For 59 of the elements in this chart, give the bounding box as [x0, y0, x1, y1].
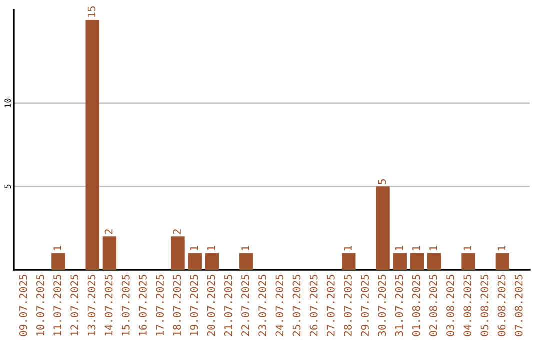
x-tick-label: 18.07.2025: [173, 275, 182, 336]
data-label: 1: [395, 246, 404, 250]
data-label: 15: [88, 6, 96, 18]
x-tick-label: 04.08.2025: [464, 275, 472, 336]
data-label: 1: [498, 246, 506, 250]
x-tick-label: 29.07.2025: [361, 275, 370, 336]
x-tick-label: 31.07.2025: [395, 275, 404, 336]
x-tick-label: 10.07.2025: [36, 275, 44, 336]
data-label: 1: [190, 246, 198, 250]
bar: [462, 253, 476, 270]
x-tick-label: 22.07.2025: [242, 275, 250, 336]
data-label: 1: [54, 246, 62, 250]
data-label: 2: [173, 230, 181, 234]
bar: [393, 253, 407, 270]
data-label: 2: [104, 230, 113, 234]
x-tick-label: 21.07.2025: [224, 275, 232, 336]
bar: [171, 236, 185, 270]
x-tick-label: 12.07.2025: [70, 275, 79, 336]
data-label: 1: [242, 246, 250, 250]
x-tick-label: 13.07.2025: [88, 275, 96, 336]
bar: [496, 253, 510, 270]
bar: [240, 253, 254, 270]
x-tick-label: 24.07.2025: [276, 275, 284, 336]
x-tick-label: 11.07.2025: [54, 275, 62, 336]
bar: [86, 20, 100, 270]
x-tick-label: 23.07.2025: [258, 275, 267, 336]
x-tick-label: 05.08.2025: [480, 275, 489, 336]
x-tick-label: 20.07.2025: [207, 275, 216, 336]
x-tick-label: 03.08.2025: [446, 275, 454, 336]
x-tick-label: 30.07.2025: [378, 275, 386, 336]
data-label: 5: [378, 180, 386, 184]
x-tick-label: 27.07.2025: [326, 275, 335, 336]
data-label: 1: [464, 246, 472, 250]
data-label: 1: [412, 246, 420, 250]
data-label: 1: [430, 246, 438, 250]
data-label: 1: [208, 246, 216, 250]
bar: [188, 253, 202, 270]
x-tick-label: 15.07.2025: [122, 275, 130, 336]
data-label: 1: [344, 246, 352, 250]
x-tick-label: 02.08.2025: [429, 275, 438, 336]
x-tick-label: 14.07.2025: [104, 275, 113, 336]
bar: [102, 236, 117, 270]
x-tick-label: 26.07.2025: [310, 275, 318, 336]
y-tick-label: 10: [4, 98, 11, 108]
x-tick-label: 01.08.2025: [412, 275, 420, 336]
x-tick-label: 07.08.2025: [514, 275, 523, 336]
bar: [205, 253, 220, 270]
x-tick-label: 25.07.2025: [292, 275, 301, 336]
bar: [410, 253, 424, 270]
bar: [342, 253, 356, 270]
x-tick-label: 28.07.2025: [344, 275, 352, 336]
bar: [52, 253, 66, 270]
x-tick-label: 17.07.2025: [156, 275, 164, 336]
bar: [376, 186, 390, 270]
x-tick-label: 06.08.2025: [498, 275, 506, 336]
x-tick-label: 19.07.2025: [190, 275, 198, 336]
x-tick-label: 16.07.2025: [139, 275, 147, 336]
x-tick-label: 09.07.2025: [19, 275, 28, 336]
bar: [427, 253, 442, 270]
